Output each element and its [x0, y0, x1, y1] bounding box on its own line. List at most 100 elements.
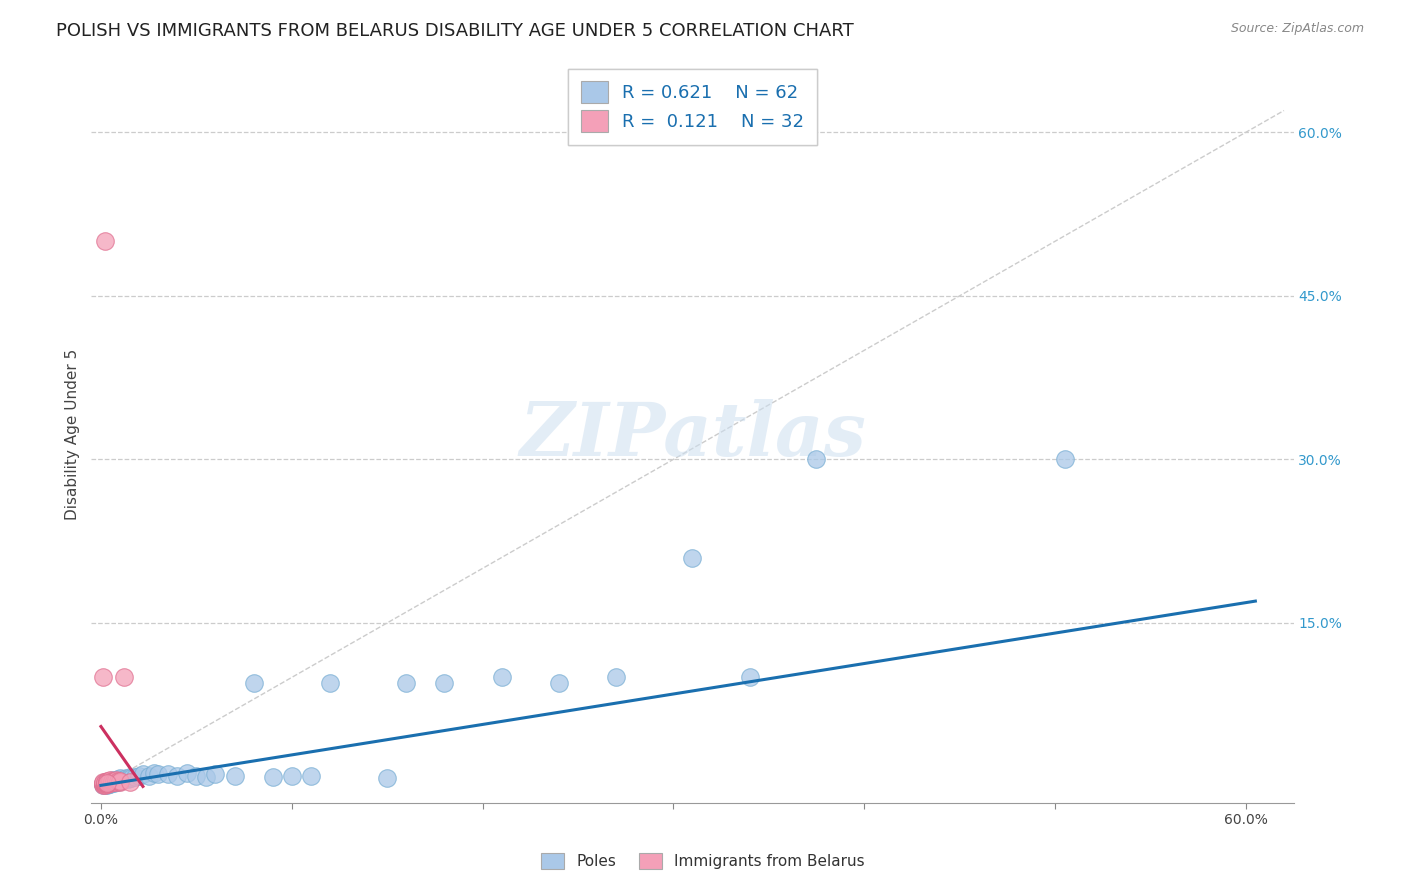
Point — [156, 767, 179, 781]
Point — [96, 775, 118, 789]
Point — [118, 775, 141, 789]
Point — [121, 771, 143, 785]
Point — [108, 771, 131, 785]
Point — [605, 670, 627, 684]
Point — [262, 770, 284, 784]
Text: ZIPatlas: ZIPatlas — [519, 399, 866, 471]
Point — [93, 775, 115, 789]
Point — [1053, 452, 1076, 467]
Point — [93, 778, 115, 792]
Point — [96, 776, 118, 790]
Text: Source: ZipAtlas.com: Source: ZipAtlas.com — [1230, 22, 1364, 36]
Point — [96, 776, 118, 790]
Point — [93, 776, 115, 790]
Point — [105, 772, 128, 787]
Point — [103, 774, 125, 789]
Point — [186, 768, 208, 782]
Point — [242, 676, 264, 690]
Legend: R = 0.621    N = 62, R =  0.121    N = 32: R = 0.621 N = 62, R = 0.121 N = 32 — [568, 69, 817, 145]
Point — [108, 774, 131, 789]
Point — [93, 777, 115, 791]
Point — [96, 777, 118, 791]
Point — [107, 775, 129, 789]
Point — [681, 550, 703, 565]
Legend: Poles, Immigrants from Belarus: Poles, Immigrants from Belarus — [536, 847, 870, 875]
Point — [176, 766, 198, 780]
Point — [91, 777, 114, 791]
Point — [107, 774, 129, 789]
Point — [96, 777, 118, 791]
Point — [299, 768, 322, 782]
Point — [97, 774, 120, 789]
Point — [491, 670, 513, 684]
Point — [105, 775, 128, 789]
Point — [395, 676, 418, 690]
Point — [281, 768, 304, 782]
Point — [143, 766, 166, 780]
Point — [93, 777, 115, 791]
Point — [166, 768, 188, 782]
Y-axis label: Disability Age Under 5: Disability Age Under 5 — [65, 350, 80, 520]
Point — [128, 768, 150, 782]
Point — [118, 770, 141, 784]
Point — [91, 777, 114, 791]
Point — [91, 778, 114, 792]
Point — [91, 776, 114, 790]
Point — [103, 775, 125, 789]
Point — [96, 778, 118, 792]
Point — [100, 776, 122, 790]
Point — [100, 774, 122, 789]
Point — [146, 767, 169, 781]
Point — [96, 776, 118, 790]
Point — [108, 775, 131, 789]
Point — [117, 772, 139, 786]
Point — [100, 775, 122, 789]
Point — [91, 776, 114, 790]
Point — [319, 676, 342, 690]
Point — [124, 770, 146, 784]
Point — [101, 775, 124, 789]
Point — [91, 670, 114, 684]
Point — [97, 777, 120, 791]
Point — [103, 776, 125, 790]
Point — [105, 775, 128, 789]
Point — [97, 775, 120, 789]
Point — [375, 771, 398, 785]
Point — [105, 772, 128, 787]
Point — [132, 767, 155, 781]
Point — [96, 774, 118, 789]
Point — [114, 771, 136, 785]
Point — [111, 772, 134, 787]
Text: POLISH VS IMMIGRANTS FROM BELARUS DISABILITY AGE UNDER 5 CORRELATION CHART: POLISH VS IMMIGRANTS FROM BELARUS DISABI… — [56, 22, 853, 40]
Point — [107, 772, 129, 786]
Point — [100, 772, 122, 787]
Point — [97, 776, 120, 790]
Point — [93, 776, 115, 790]
Point — [97, 775, 120, 789]
Point — [194, 770, 217, 784]
Point — [101, 772, 124, 787]
Point — [547, 676, 569, 690]
Point — [101, 774, 124, 789]
Point — [91, 775, 114, 789]
Point — [100, 777, 122, 791]
Point — [433, 676, 456, 690]
Point — [103, 774, 125, 789]
Point — [204, 767, 226, 781]
Point — [738, 670, 761, 684]
Point — [93, 235, 115, 249]
Point — [93, 778, 115, 792]
Point — [96, 775, 118, 789]
Point — [101, 776, 124, 790]
Point — [112, 670, 135, 684]
Point — [108, 774, 131, 789]
Point — [101, 775, 124, 789]
Point — [224, 768, 246, 782]
Point — [112, 772, 135, 786]
Point — [100, 776, 122, 790]
Point — [91, 778, 114, 792]
Point — [97, 776, 120, 790]
Point — [138, 768, 160, 782]
Point — [93, 775, 115, 789]
Point — [806, 452, 828, 467]
